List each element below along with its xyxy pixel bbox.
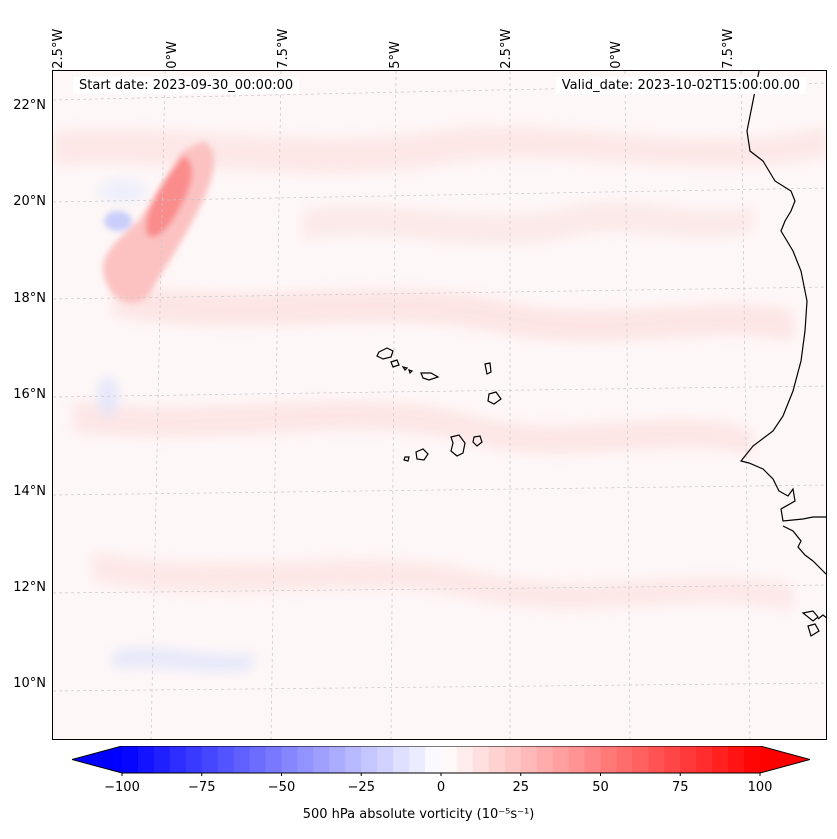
lat-label: 14°N [13,484,46,499]
vorticity-map: Start date: 2023-09-30_00:00:00 Valid_da… [52,70,827,740]
vorticity-streak [104,211,132,231]
colorbar-cell [648,746,665,773]
colorbar-tick-label: −75 [188,780,216,795]
colorbar-tick-label: −100 [104,780,140,795]
vorticity-streak [145,156,193,237]
island [376,347,394,360]
colorbar-cell [409,746,426,773]
colorbar-cell [329,746,346,773]
colorbar-cell [712,746,729,773]
colorbar-cell [616,746,633,773]
island [403,456,410,462]
colorbar-cell [680,746,697,773]
negative-vorticity-patch [113,648,253,672]
colorbar-tick-label: 25 [512,780,530,795]
colorbar-cell [153,746,171,773]
colorbar-cell [728,746,745,773]
colorbar-cell [425,746,442,773]
lat-label: 20°N [13,194,46,209]
island [487,391,502,405]
west-africa-coastline [739,71,826,637]
island [408,369,414,375]
colorbar-cell [169,746,187,773]
colorbar-cell [281,746,298,773]
island [450,434,466,457]
colorbar [72,746,810,776]
island [472,435,483,447]
colorbar-cell [472,746,490,773]
lat-label: 12°N [13,580,46,595]
colorbar-cell [137,746,155,773]
colorbar-cell [313,746,330,773]
island [401,366,409,371]
colorbar-cell [122,746,139,773]
colorbar-cell [632,746,649,773]
colorbar-cell [456,746,474,773]
colorbar-tick-label: 0 [436,780,446,795]
colorbar-cell [488,746,506,773]
positive-vorticity-band [303,201,753,245]
colorbar-tick-label: −25 [347,780,375,795]
graticule [53,71,826,739]
colorbar-cell [664,746,681,773]
colorbar-cell [600,746,617,773]
lat-label: 10°N [13,676,46,691]
colorbar-min-extend [72,746,122,773]
colorbar-cell [568,746,586,773]
colorbar-cell [249,746,267,773]
cape-verde-islands [376,347,502,462]
lat-label: 22°N [13,98,46,113]
colorbar-tick-label: 100 [747,780,773,795]
positive-vorticity-band [73,401,753,456]
colorbar-cell [696,746,713,773]
island [415,448,429,461]
negative-vorticity-patch [98,179,148,203]
colorbar-label: 500 hPa absolute vorticity (10⁻⁵s⁻¹) [302,807,535,822]
island [420,372,440,381]
colorbar-cell [393,746,410,773]
lat-label: 18°N [13,291,46,306]
start-date-label: Start date: 2023-09-30_00:00:00 [73,77,300,94]
colorbar-cell [345,746,362,773]
colorbar-cell [201,746,219,773]
colorbar-tick-label: 75 [671,780,689,795]
colorbar-cell [377,746,394,773]
colorbar-cell [584,746,601,773]
positive-vorticity-band [53,126,826,174]
colorbar-cell [185,746,203,773]
colorbar-cell [520,746,538,773]
colorbar-cell [744,746,761,773]
colorbar-cell [297,746,314,773]
island [390,359,400,368]
colorbar-cell [217,746,235,773]
colorbar-cell [552,746,570,773]
lat-label: 16°N [13,387,46,402]
island [484,362,492,375]
colorbar-cells [72,746,810,776]
positive-vorticity-band [113,281,793,342]
colorbar-max-extend [760,746,810,773]
colorbar-cell [441,746,458,773]
colorbar-cell [536,746,554,773]
valid-date-label: Valid_date: 2023-10-02T15:00:00.00 [555,77,806,94]
positive-vorticity-band [93,551,793,611]
colorbar-cell [265,746,282,773]
map-canvas [53,71,826,739]
colorbar-tick-label: 50 [592,780,609,795]
vorticity-field [53,126,826,672]
colorbar-cell [361,746,378,773]
colorbar-cell [233,746,251,773]
colorbar-tick-label: −50 [267,780,296,795]
colorbar-cell [504,746,522,773]
